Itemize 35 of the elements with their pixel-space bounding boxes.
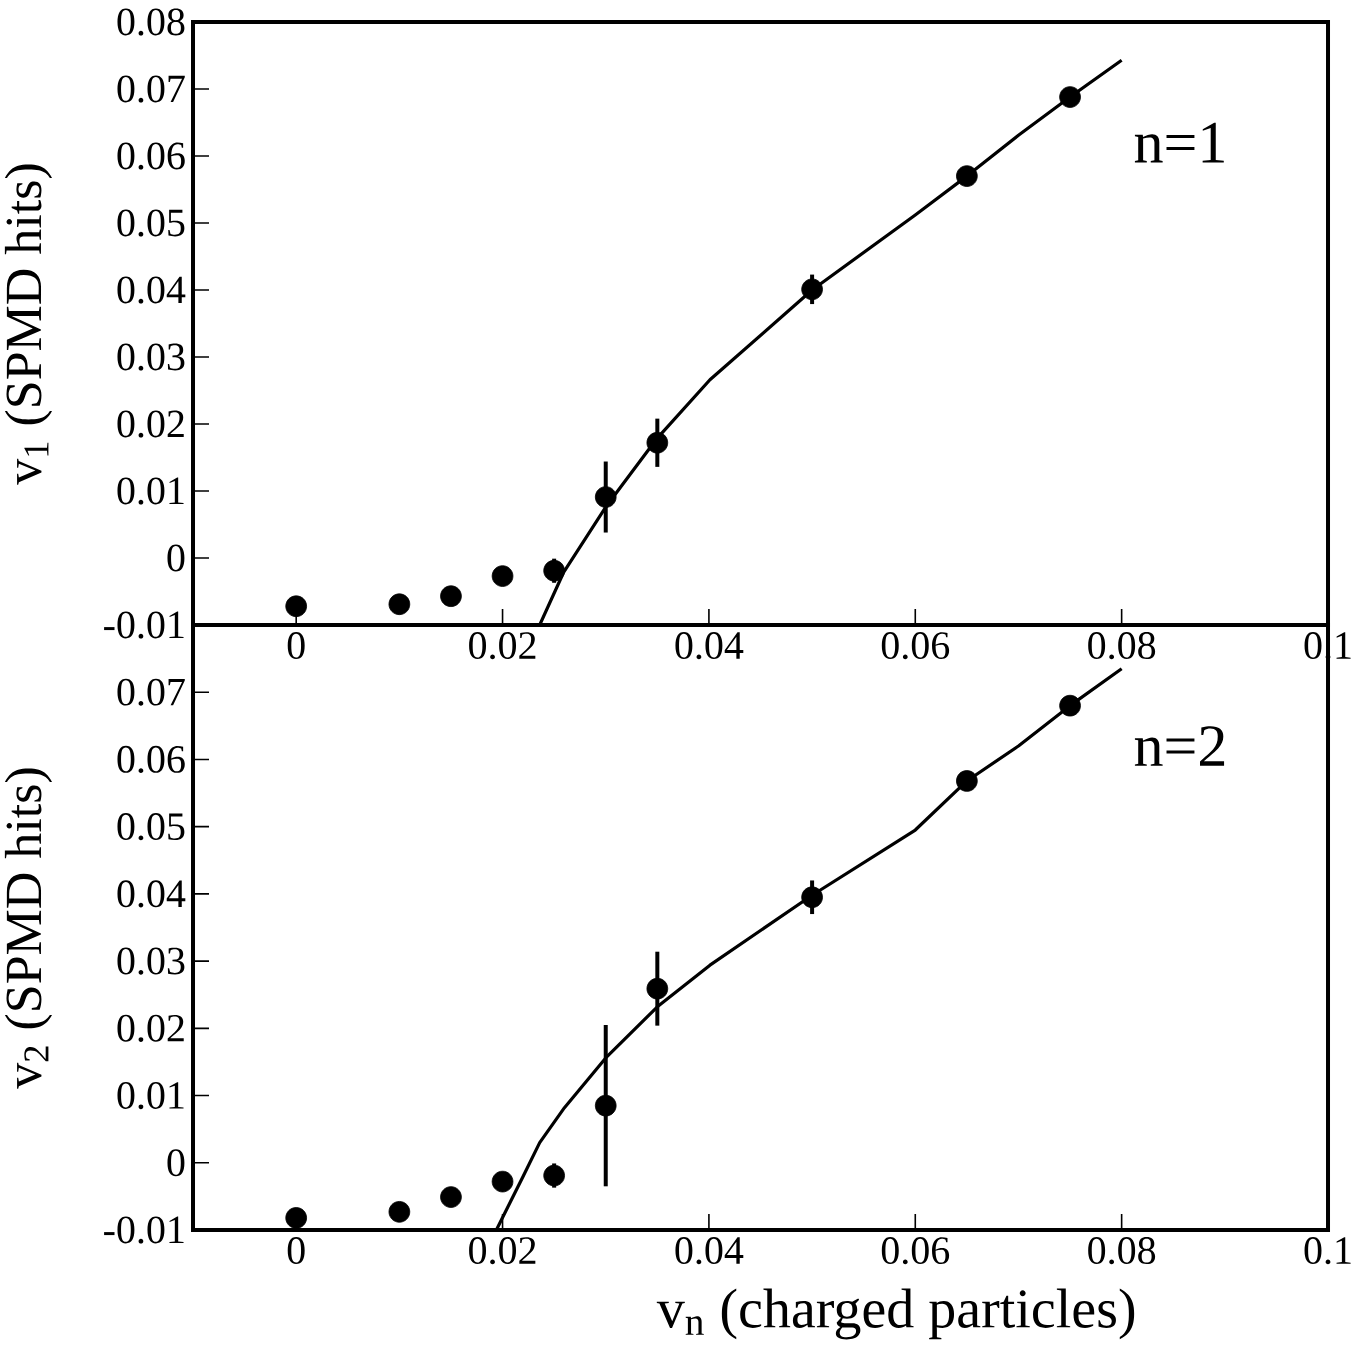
y-tick-label: 0: [167, 544, 185, 572]
y-tick-label: 0.08: [117, 8, 185, 36]
annotation: n=1: [1134, 122, 1224, 163]
y-tick-label: 0.03: [117, 947, 185, 975]
x-tick-label: 0.04: [675, 1237, 744, 1265]
y-tick-label: 0.04: [117, 880, 186, 908]
y-tick-label: 0.05: [117, 813, 185, 841]
y-tick-label: 0.06: [117, 745, 185, 774]
x-tick-label: 0.08: [1088, 632, 1156, 660]
y-tick-label: 0.03: [117, 343, 185, 371]
y-tick-label: 0.07: [117, 75, 185, 103]
x-axis-title: v$_{n}$ (charged particles): [656, 1288, 1135, 1340]
y-tick-label: 0.06: [117, 142, 185, 170]
y-tick-label: -0.01: [104, 1216, 184, 1244]
x-tick-label: 0.02: [469, 1237, 536, 1265]
x-tick-label: 0.08: [1088, 1237, 1156, 1265]
y-tick-label: 0.02: [117, 1014, 184, 1042]
y-tick-label: -0.01: [104, 611, 184, 639]
x-tick-label: 0.1: [1304, 1237, 1351, 1265]
x-tick-label: 0: [287, 632, 305, 660]
x-tick-label: 0.06: [881, 1237, 950, 1265]
x-tick-label: 0.06: [881, 632, 950, 660]
x-tick-label: 0.02: [469, 632, 536, 660]
x-tick-label: 0.04: [675, 632, 744, 660]
x-tick-label: 0: [287, 1237, 305, 1265]
y-axis-title: v$_{2}$ (SPMD hits): [4, 768, 53, 1089]
y-tick-label: 0: [167, 1149, 185, 1177]
y-tick-label: 0.05: [117, 209, 185, 237]
y-tick-label: 0.01: [117, 477, 184, 505]
annotation: n=2: [1134, 726, 1225, 766]
y-tick-label: 0.07: [117, 678, 185, 706]
y-tick-label: 0.01: [117, 1081, 184, 1110]
y-tick-label: 0.02: [117, 410, 184, 438]
y-tick-label: 0.04: [117, 276, 186, 304]
y-axis-title: v$_{1}$ (SPMD hits): [4, 164, 53, 485]
